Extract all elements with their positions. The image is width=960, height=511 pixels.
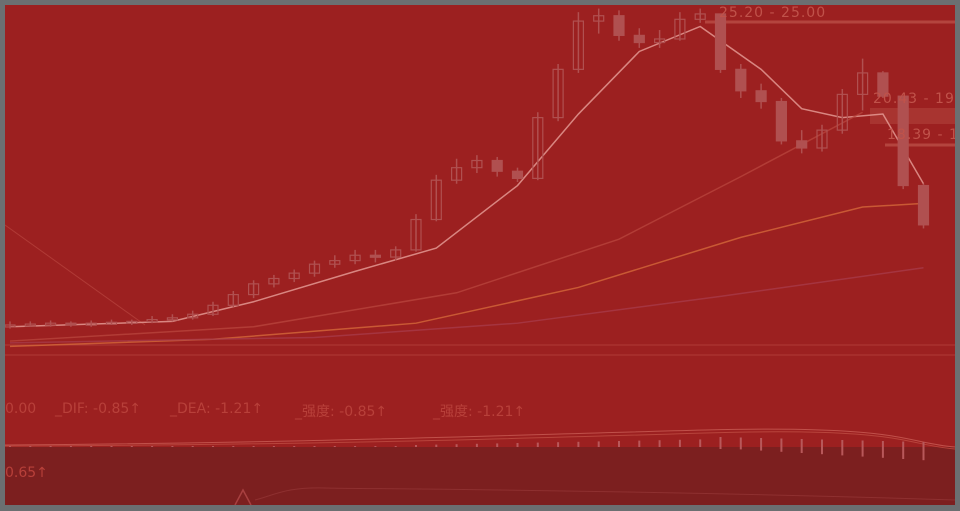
candle-body — [44, 322, 57, 326]
candle-body — [796, 140, 808, 149]
macd-zero-label: 0.00 — [5, 401, 37, 417]
moving-average-line-0 — [9, 25, 925, 328]
candle-body — [146, 319, 158, 323]
candle-body — [593, 15, 605, 22]
candle-body — [85, 322, 97, 326]
candle-body — [126, 320, 138, 324]
candle-body — [755, 90, 767, 103]
candle-body — [24, 323, 36, 327]
price-label-low: 18.39 - 1 — [887, 127, 955, 143]
candle-body — [187, 313, 199, 319]
candle-body — [207, 304, 219, 315]
candle-body — [369, 254, 381, 258]
moving-average-line-2 — [9, 111, 863, 342]
candle-body — [694, 13, 706, 20]
candle-body — [5, 324, 16, 328]
candle-body — [775, 100, 788, 142]
candle-body — [268, 277, 280, 285]
candle-body — [166, 317, 178, 321]
lower-value-label: 0.65↑ — [5, 465, 48, 481]
candle-body — [65, 322, 77, 326]
stock-chart: 25.20 - 25.00 20.43 - 19 18.39 - 1 0.00 … — [5, 5, 955, 505]
price-level-band-mid — [870, 108, 955, 124]
candle-body — [856, 72, 869, 95]
candle-body — [308, 263, 321, 274]
candle-body — [329, 260, 341, 265]
candle-body — [735, 68, 747, 92]
candle-body — [105, 321, 118, 325]
candle-body — [836, 93, 848, 131]
candle-body — [714, 13, 727, 70]
candle-body — [349, 254, 361, 262]
chart-canvas — [5, 8, 955, 505]
candle-body — [288, 272, 300, 280]
dif-line — [5, 428, 955, 448]
candle-body — [511, 170, 524, 179]
dif-label: _DIF: -0.85↑ — [55, 401, 141, 417]
dea-label: _DEA: -1.21↑ — [170, 401, 264, 417]
candle-body — [471, 159, 483, 169]
candle-body — [552, 68, 564, 119]
candle-body — [674, 18, 686, 40]
strength-label-1: _强度: -0.85↑ — [295, 404, 388, 420]
price-label-high: 25.20 - 25.00 — [719, 5, 827, 21]
price-label-mid: 20.43 - 19 — [873, 91, 955, 107]
lower-indicator-line — [254, 487, 955, 501]
dea-line — [5, 431, 955, 450]
candle-body — [917, 184, 930, 226]
candle-body — [877, 72, 889, 97]
trend-line — [5, 224, 146, 326]
candle-body — [613, 15, 625, 36]
candle-body — [653, 38, 666, 44]
candle-body — [390, 249, 402, 258]
candle-body — [816, 129, 828, 149]
signal-marker — [234, 488, 252, 505]
candle-body — [491, 159, 503, 172]
candle-body — [227, 293, 239, 306]
candle-body — [572, 20, 585, 70]
candle-body — [410, 218, 422, 251]
candle-body — [532, 117, 544, 179]
candle-body — [248, 283, 260, 296]
moving-average-line-3 — [9, 267, 924, 344]
candle-body — [430, 179, 442, 221]
candle-body — [451, 167, 463, 181]
strength-label-2: _强度: -1.21↑ — [433, 404, 526, 420]
candle-body — [633, 34, 645, 44]
candle-body — [897, 95, 909, 187]
